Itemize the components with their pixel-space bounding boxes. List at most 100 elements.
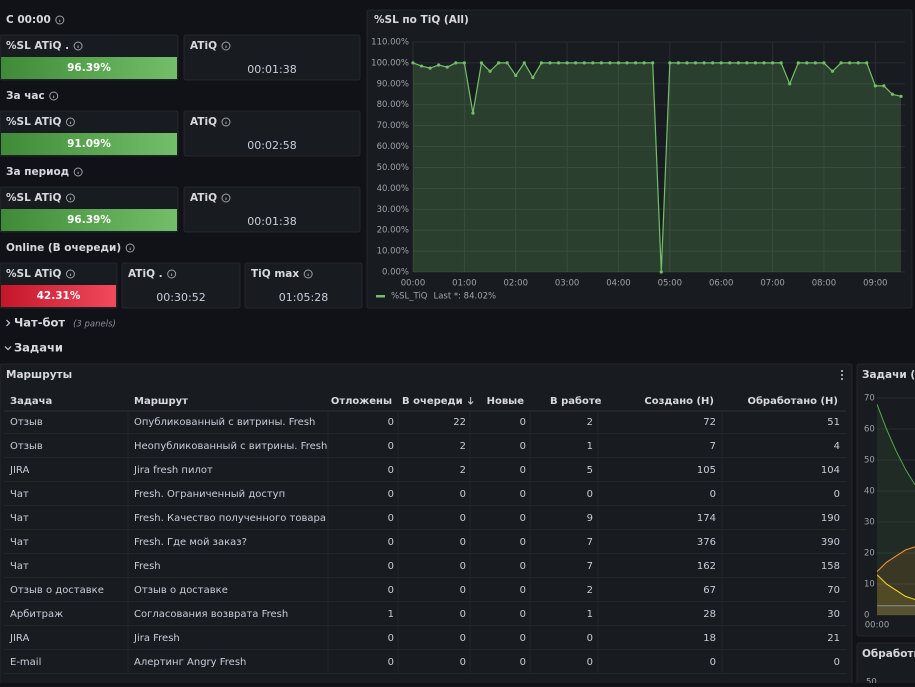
table-cell: 0	[710, 657, 716, 668]
point	[762, 61, 766, 65]
column-header: В очереди	[402, 396, 463, 407]
info-icon	[65, 117, 75, 127]
point	[813, 61, 817, 65]
point	[676, 61, 681, 65]
point	[659, 270, 663, 274]
table-cell: 70	[827, 585, 840, 596]
point	[522, 61, 526, 65]
y-tick-label: 90.00%	[377, 79, 409, 89]
area	[877, 546, 915, 615]
stat-background	[1, 285, 116, 307]
panel	[183, 34, 361, 81]
point	[719, 61, 723, 65]
point	[548, 61, 552, 65]
stat-value: 00:02:58	[247, 139, 296, 152]
table-cell: 0	[460, 489, 466, 500]
point	[728, 61, 732, 65]
section-title: За период	[6, 166, 69, 178]
table-cell: Jira Fresh	[133, 633, 180, 644]
point	[745, 61, 749, 65]
table-cell: 105	[697, 465, 716, 476]
y-tick-label: 100.00%	[371, 58, 409, 68]
point	[505, 61, 509, 65]
point	[633, 61, 638, 65]
table-cell: 28	[703, 609, 716, 620]
x-tick-label: 05:00	[658, 279, 683, 289]
table-cell: Чат	[10, 489, 29, 500]
table-cell: Отзыв о доставке	[134, 585, 228, 596]
point	[753, 61, 758, 65]
stat-value: 96.39%	[67, 62, 111, 74]
panel	[366, 9, 913, 309]
table-cell: 51	[827, 417, 840, 428]
x-tick-label: 02:00	[503, 279, 528, 289]
point	[899, 94, 903, 98]
stat-title: TiQ max	[251, 268, 299, 280]
table-cell: 0	[710, 489, 716, 500]
table-cell: 1	[587, 609, 593, 620]
sort-icon	[467, 397, 474, 405]
table-cell: Чат	[10, 513, 29, 524]
table-cell: 0	[388, 417, 394, 428]
x-tick-label: 09:00	[863, 279, 888, 289]
menu-dot	[841, 370, 843, 372]
table-cell: 7	[587, 537, 593, 548]
row-title: Задачи	[14, 341, 63, 355]
point	[873, 84, 877, 88]
stat-value: 00:30:52	[156, 291, 205, 304]
table-cell: Jira fresh пилот	[133, 465, 213, 476]
table-cell: 0	[587, 633, 593, 644]
table-cell: 0	[587, 657, 593, 668]
table-cell: 0	[520, 585, 526, 596]
point	[805, 61, 809, 65]
table-cell: 0	[388, 561, 394, 572]
point	[770, 61, 775, 65]
column-header: Новые	[487, 396, 525, 407]
stat-value: 01:05:28	[279, 291, 328, 304]
stat-value: 91.09%	[67, 138, 111, 150]
column-header: В работе	[550, 395, 602, 407]
point	[411, 61, 415, 65]
point	[736, 61, 740, 65]
point	[779, 61, 783, 65]
menu-dot	[841, 378, 843, 380]
area	[877, 574, 915, 615]
panel	[856, 642, 915, 687]
column-header: Обработано (H)	[747, 395, 838, 407]
point	[685, 61, 689, 65]
table-cell: Fresh. Ограниченный доступ	[134, 489, 285, 500]
table-cell: 30	[827, 609, 840, 620]
stat-title: %SL ATiQ	[6, 116, 62, 128]
table-cell: 0	[388, 585, 394, 596]
row-note: (3 panels)	[73, 320, 116, 330]
point	[839, 61, 843, 65]
table-cell: 0	[460, 657, 466, 668]
stat-title: ATiQ	[190, 192, 217, 204]
table-cell: Fresh. Качество полученного товара	[134, 513, 326, 524]
area	[877, 605, 915, 615]
table-cell: 162	[697, 561, 716, 572]
table-cell: Отзыв	[10, 441, 43, 452]
chart-title: %SL по TiQ (All)	[374, 14, 469, 26]
table-cell: 0	[520, 537, 526, 548]
table-cell: 0	[460, 513, 466, 524]
y-tick-label: 80.00%	[377, 100, 409, 110]
y-tick-label: 110.00%	[371, 38, 409, 48]
panel	[0, 363, 853, 687]
point	[882, 84, 886, 88]
table-cell: 2	[460, 441, 466, 452]
y-tick-label: 70.00%	[377, 121, 409, 131]
info-icon	[303, 269, 313, 279]
table-cell: 0	[520, 561, 526, 572]
table-cell: 4	[834, 441, 840, 452]
table-cell: E-mail	[10, 657, 41, 668]
info-icon	[65, 269, 75, 279]
point	[471, 111, 475, 115]
table-cell: 190	[821, 513, 840, 524]
stat-title: ATiQ	[190, 116, 217, 128]
table-cell: 72	[703, 417, 716, 428]
stat-title: %SL ATiQ	[6, 268, 62, 280]
stat-background	[1, 133, 177, 155]
y-tick-label: 20	[864, 549, 875, 559]
menu-dot	[841, 374, 843, 376]
